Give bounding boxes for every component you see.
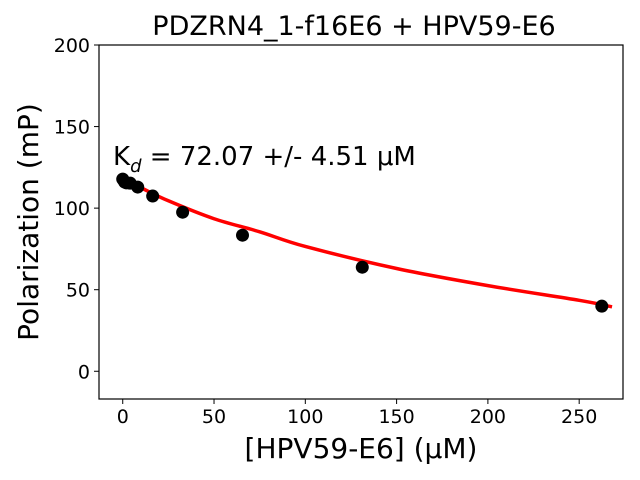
y-tick-label: 100 <box>54 198 90 220</box>
x-tick-label: 150 <box>378 406 414 428</box>
data-point <box>146 189 160 203</box>
y-tick-label: 50 <box>66 280 90 302</box>
x-tick-label: 250 <box>561 406 597 428</box>
x-tick-label: 50 <box>202 406 226 428</box>
x-tick-label: 200 <box>470 406 506 428</box>
y-tick-label: 200 <box>54 35 90 57</box>
plot-frame <box>98 44 624 400</box>
data-point <box>176 205 190 219</box>
kd-annotation: Kd = 72.07 +/- 4.51 μM <box>113 142 416 177</box>
y-tick-label: 0 <box>78 361 90 383</box>
x-tick-label: 100 <box>287 406 323 428</box>
data-point <box>595 299 609 313</box>
data-point <box>236 228 250 242</box>
y-axis-label: Polarization (mP) <box>12 103 45 341</box>
fit-curve <box>121 177 613 309</box>
data-point <box>355 260 369 274</box>
x-tick-label: 0 <box>117 406 129 428</box>
data-point <box>131 180 145 194</box>
y-tick-label: 150 <box>54 117 90 139</box>
chart-title: PDZRN4_1-f16E6 + HPV59-E6 <box>152 11 555 42</box>
x-axis-label: [HPV59-E6] (μM) <box>245 432 478 465</box>
